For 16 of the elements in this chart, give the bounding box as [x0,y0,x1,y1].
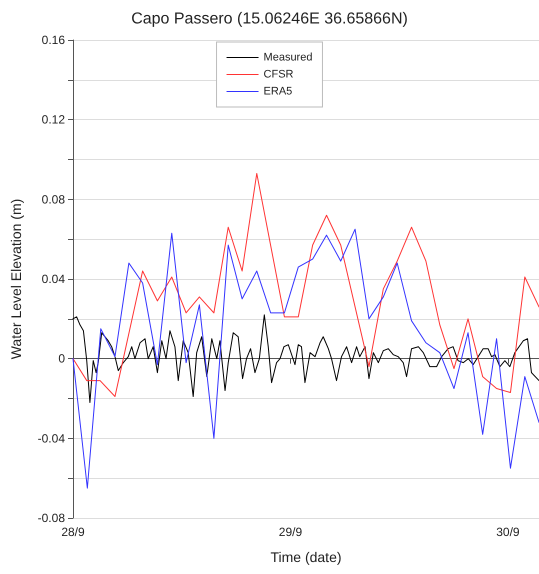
y-tick-label: 0 [58,352,66,366]
x-tick-label: 28/9 [61,525,85,539]
y-tick-label: 0.08 [42,192,66,206]
y-tick-label: -0.08 [38,511,66,525]
legend-label: ERA5 [264,86,292,98]
x-tick-label: 29/9 [278,525,302,539]
legend-label: CFSR [264,68,294,80]
y-axis-title: Water Level Elevation (m) [8,198,24,360]
legend-label: Measured [264,52,312,64]
x-tick-label: 30/9 [496,525,520,539]
y-tick-label: 0.12 [42,112,66,127]
y-tick-label: 0.16 [42,33,66,47]
chart-title: Capo Passero (15.06246E 36.65866N) [131,10,408,28]
x-axis-title: Time (date) [270,549,342,565]
y-tick-label: 0.04 [42,272,66,286]
y-tick-label: -0.04 [38,431,66,446]
